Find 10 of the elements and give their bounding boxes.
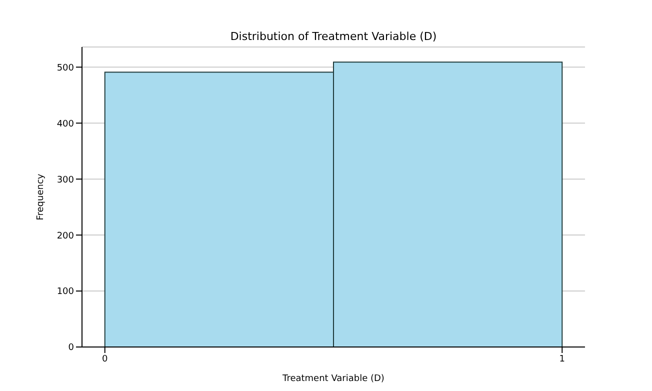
- y-tick-label: 500: [56, 63, 74, 74]
- y-tick-label: 0: [68, 343, 74, 354]
- y-tick-label: 400: [56, 119, 74, 130]
- x-tick-label: 1: [559, 354, 566, 364]
- y-tick-label: 200: [56, 231, 74, 242]
- y-tick-label: 300: [56, 175, 74, 186]
- y-axis-title: Frequency: [36, 173, 46, 220]
- x-axis-title: Treatment Variable (D): [282, 374, 384, 384]
- chart-title: Distribution of Treatment Variable (D): [229, 30, 438, 43]
- y-tick-label: 100: [56, 287, 74, 298]
